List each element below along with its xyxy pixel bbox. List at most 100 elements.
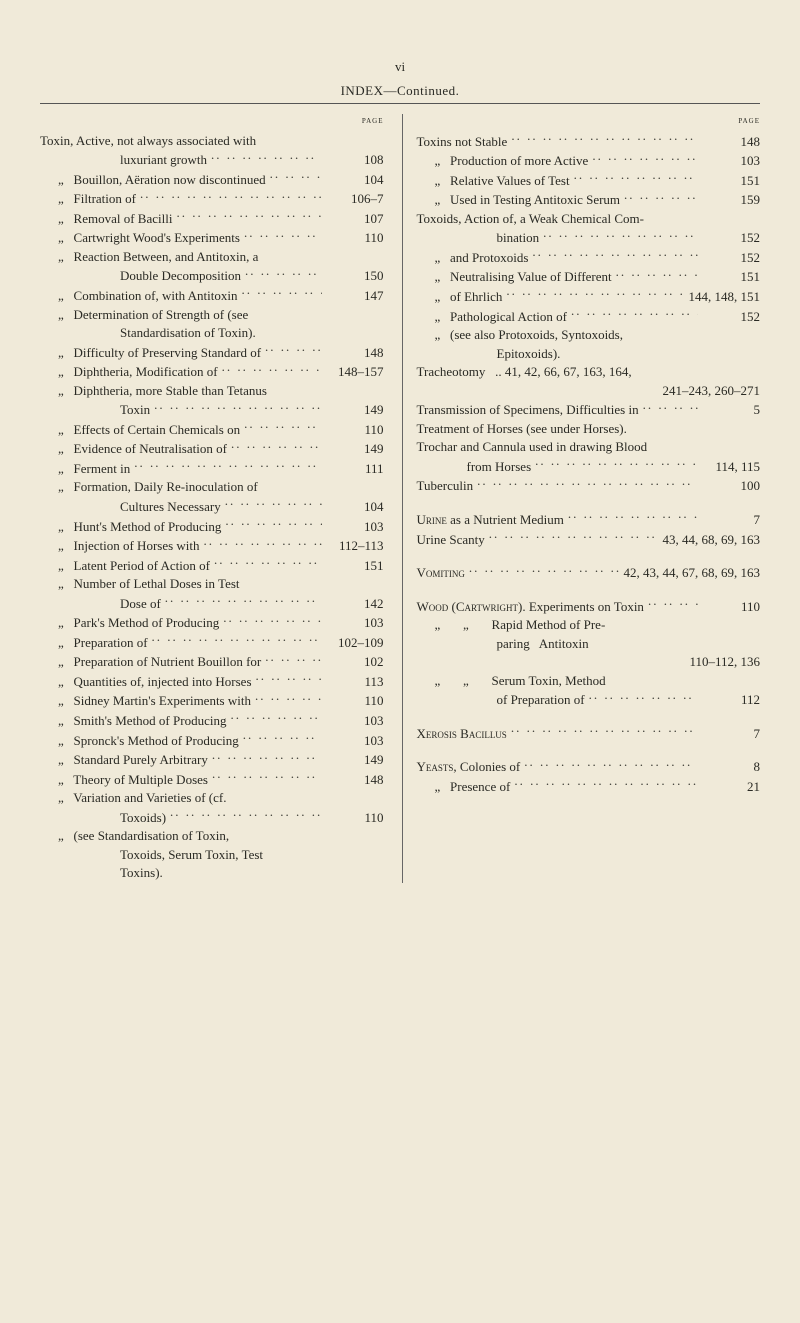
index-entry: Toxoids)110 [40, 808, 384, 827]
entry-page: 43, 44, 68, 69, 163 [663, 531, 761, 549]
index-entry: 110–112, 136 [417, 653, 761, 671]
dot-leader [170, 808, 321, 822]
entry-page: 102 [326, 653, 384, 671]
dot-leader [506, 287, 684, 301]
entry-page: 110 [702, 598, 760, 616]
dot-leader [648, 597, 698, 611]
entry-label: Toxoids) [40, 809, 166, 827]
index-entry: „ Theory of Multiple Doses148 [40, 770, 384, 789]
index-entry: Epitoxoids). [417, 345, 761, 363]
entry-label: „ Presence of [417, 778, 511, 796]
entry-page: 151 [326, 557, 384, 575]
entry-page: 7 [702, 511, 760, 529]
dot-leader [543, 228, 698, 242]
dot-leader [643, 400, 698, 414]
index-entry: Yeasts, Colonies of8 [417, 757, 761, 776]
entry-label: „ Number of Lethal Doses in Test [40, 575, 240, 593]
index-entry: Wood (Cartwright). Experiments on Toxin1… [417, 597, 761, 616]
entry-page: 110 [326, 229, 384, 247]
index-entry: Trochar and Cannula used in drawing Bloo… [417, 438, 761, 456]
right-entries: Toxins not Stable148„ Production of more… [417, 132, 761, 796]
entry-label: „ Preparation of [40, 634, 148, 652]
dot-leader [244, 228, 322, 242]
dot-leader [212, 770, 322, 784]
entry-label: Epitoxoids). [417, 345, 561, 363]
dot-leader [225, 517, 321, 531]
dot-leader [212, 750, 322, 764]
dot-leader [165, 594, 322, 608]
index-entry: „ Bouillon, Aëration now discontinued104 [40, 170, 384, 189]
index-columns: page Toxin, Active, not always associate… [40, 114, 760, 883]
dot-leader [256, 672, 322, 686]
dot-leader [589, 690, 698, 704]
dot-leader [535, 457, 698, 471]
entry-page: 114, 115 [702, 458, 760, 476]
dot-leader [255, 691, 322, 705]
index-entry: „ (see Standardisation of Toxin, [40, 827, 384, 845]
entry-label: „ Pathological Action of [417, 308, 568, 326]
index-entry: Toxin149 [40, 400, 384, 419]
index-entry: Urine Scanty43, 44, 68, 69, 163 [417, 530, 761, 549]
entry-label: „ Standard Purely Arbitrary [40, 751, 208, 769]
entry-label: „ Smith's Method of Producing [40, 712, 226, 730]
entry-label: „ Diphtheria, Modification of [40, 363, 218, 381]
entry-label: Cultures Necessary [40, 498, 221, 516]
entry-page: 100 [702, 477, 760, 495]
entry-page: 7 [702, 725, 760, 743]
dot-leader [574, 171, 698, 185]
entry-label: „ Quantities of, injected into Horses [40, 673, 252, 691]
index-entry: Transmission of Specimens, Difficulties … [417, 400, 761, 419]
index-entry: Toxins). [40, 864, 384, 882]
dot-leader [245, 266, 322, 280]
entry-page: 104 [326, 171, 384, 189]
entry-page: 148–157 [326, 363, 384, 381]
entry-label: from Horses [417, 458, 532, 476]
entry-label: „ Neutralising Value of Different [417, 268, 612, 286]
entry-label: „ Determination of Strength of (see [40, 306, 248, 324]
entry-page: 149 [326, 440, 384, 458]
index-entry: „ Quantities of, injected into Horses 113 [40, 672, 384, 691]
entry-page: 113 [326, 673, 384, 691]
index-entry: „ Ferment in111 [40, 459, 384, 478]
index-entry: bination152 [417, 228, 761, 247]
index-entry: 241–243, 260–271 [417, 382, 761, 400]
dot-leader [514, 777, 698, 791]
left-column: page Toxin, Active, not always associate… [40, 114, 384, 883]
index-entry: „ Neutralising Value of Different 151 [417, 267, 761, 286]
dot-leader [140, 189, 322, 203]
index-entry: „ (see also Protoxoids, Syntoxoids, [417, 326, 761, 344]
entry-page: 152 [702, 308, 760, 326]
index-entry: Tuberculin100 [417, 476, 761, 495]
entry-label: „ Used in Testing Antitoxic Serum [417, 191, 621, 209]
index-entry: Xerosis Bacillus 7 [417, 724, 761, 743]
entry-label: Xerosis Bacillus [417, 725, 507, 743]
entry-label: „ Difficulty of Preserving Standard of [40, 344, 261, 362]
entry-label: „ Cartwright Wood's Experiments [40, 229, 240, 247]
index-entry: Vomiting42, 43, 44, 67, 68, 69, 163 [417, 563, 761, 582]
index-entry: „ Hunt's Method of Producing103 [40, 517, 384, 536]
entry-label: „ Diphtheria, more Stable than Tetanus [40, 382, 267, 400]
entry-label: Toxin [40, 401, 150, 419]
dot-leader [469, 563, 620, 577]
entry-page: 151 [702, 268, 760, 286]
dot-leader [265, 343, 321, 357]
entry-page: 151 [702, 172, 760, 190]
dot-leader [244, 420, 321, 434]
page-roman-numeral: vi [40, 58, 760, 76]
index-entry: „ „ Rapid Method of Pre- [417, 616, 761, 634]
entry-label: „ Effects of Certain Chemicals on [40, 421, 240, 439]
entry-page: 5 [702, 401, 760, 419]
entry-label: „ of Ehrlich [417, 288, 503, 306]
index-entry: „ Injection of Horses with112–113 [40, 536, 384, 555]
dot-leader [204, 536, 322, 550]
dot-leader [243, 731, 322, 745]
index-entry: Tracheotomy .. 41, 42, 66, 67, 163, 164, [417, 363, 761, 381]
entry-label: „ Latent Period of Action of [40, 557, 210, 575]
index-entry: Toxoids, Serum Toxin, Test [40, 846, 384, 864]
index-entry: „ Park's Method of Producing103 [40, 613, 384, 632]
entry-label: Yeasts, Colonies of [417, 758, 521, 776]
entry-page: 21 [702, 778, 760, 796]
index-entry: „ and Protoxoids152 [417, 248, 761, 267]
dot-leader [231, 439, 322, 453]
index-entry: „ Diphtheria, more Stable than Tetanus [40, 382, 384, 400]
